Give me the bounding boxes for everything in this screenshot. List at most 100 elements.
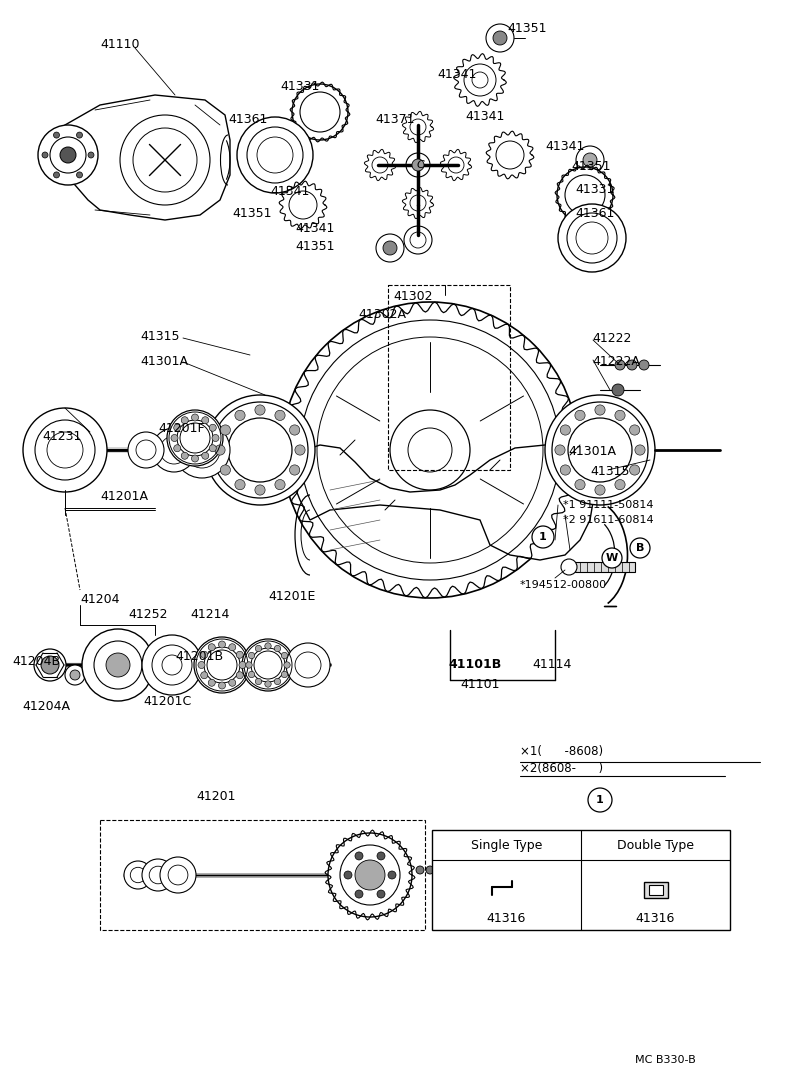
Text: 41101: 41101: [460, 678, 499, 691]
Bar: [575, 561, 635, 572]
Text: 41204B: 41204B: [12, 655, 60, 668]
Text: 41341: 41341: [465, 110, 504, 123]
Circle shape: [275, 480, 285, 490]
Text: 41316: 41316: [487, 911, 526, 924]
Circle shape: [635, 445, 645, 455]
Circle shape: [282, 653, 288, 659]
Circle shape: [265, 643, 271, 649]
Circle shape: [265, 681, 271, 687]
Circle shape: [218, 682, 226, 689]
Circle shape: [630, 425, 640, 435]
Text: 41301A: 41301A: [568, 445, 616, 458]
Circle shape: [218, 641, 226, 648]
Circle shape: [615, 411, 625, 420]
Circle shape: [220, 425, 230, 435]
Text: 41351: 41351: [232, 207, 271, 220]
Circle shape: [274, 679, 281, 684]
Circle shape: [282, 671, 288, 678]
Text: 41331: 41331: [280, 80, 319, 93]
Text: W: W: [606, 553, 618, 563]
Text: 41302: 41302: [393, 290, 433, 303]
Text: 41201F: 41201F: [158, 422, 205, 435]
Circle shape: [595, 405, 605, 415]
Circle shape: [191, 455, 198, 462]
Circle shape: [292, 84, 348, 140]
Circle shape: [639, 359, 649, 370]
Text: ×2(8608-      ): ×2(8608- ): [520, 762, 603, 775]
Circle shape: [377, 891, 385, 898]
Text: Single Type: Single Type: [471, 838, 542, 851]
Text: 41101B: 41101B: [448, 658, 502, 671]
Text: 41351: 41351: [507, 22, 546, 35]
Circle shape: [630, 538, 650, 558]
Text: 41201C: 41201C: [143, 695, 191, 708]
Text: 41341: 41341: [437, 68, 476, 81]
Text: 41222: 41222: [592, 332, 631, 345]
Circle shape: [545, 395, 655, 505]
Circle shape: [557, 167, 613, 223]
Circle shape: [588, 788, 612, 812]
Circle shape: [615, 480, 625, 490]
Circle shape: [576, 146, 604, 174]
Circle shape: [282, 302, 578, 598]
Text: 41201E: 41201E: [268, 590, 315, 603]
Circle shape: [201, 672, 208, 679]
Circle shape: [142, 635, 202, 695]
Circle shape: [255, 405, 265, 415]
Circle shape: [575, 411, 585, 420]
Circle shape: [328, 833, 412, 917]
Circle shape: [54, 172, 59, 178]
Circle shape: [167, 411, 223, 466]
Circle shape: [355, 860, 385, 891]
Circle shape: [246, 661, 252, 668]
Circle shape: [208, 644, 215, 651]
Circle shape: [77, 172, 82, 178]
Circle shape: [82, 629, 154, 700]
Text: ×1(      -8608): ×1( -8608): [520, 745, 603, 758]
Text: MC B330-B: MC B330-B: [635, 1055, 696, 1065]
Text: 41361: 41361: [575, 207, 614, 220]
Circle shape: [124, 861, 152, 889]
Circle shape: [412, 159, 424, 171]
Circle shape: [198, 661, 205, 669]
Text: 41351: 41351: [571, 160, 610, 173]
Circle shape: [70, 670, 80, 680]
Circle shape: [388, 871, 396, 879]
Circle shape: [65, 665, 85, 685]
Text: 41114: 41114: [532, 658, 571, 671]
Text: 41201A: 41201A: [100, 490, 148, 503]
Circle shape: [237, 117, 313, 193]
Text: 41341: 41341: [295, 222, 334, 235]
Circle shape: [295, 445, 305, 455]
Circle shape: [88, 152, 94, 157]
Circle shape: [54, 132, 59, 138]
Circle shape: [171, 434, 178, 442]
Circle shape: [106, 653, 130, 677]
Text: 41351: 41351: [295, 240, 334, 253]
Text: 41361: 41361: [228, 113, 267, 126]
Circle shape: [235, 411, 245, 420]
Circle shape: [128, 432, 164, 468]
Bar: [388, 285, 510, 470]
Circle shape: [191, 414, 198, 421]
Polygon shape: [62, 94, 230, 220]
Text: 1: 1: [539, 532, 547, 542]
Circle shape: [248, 671, 254, 678]
Circle shape: [38, 125, 98, 185]
Text: 41252: 41252: [128, 608, 167, 621]
Bar: [100, 820, 425, 930]
Circle shape: [194, 637, 250, 693]
Circle shape: [215, 445, 225, 455]
Circle shape: [174, 445, 181, 452]
Circle shape: [426, 866, 434, 874]
Circle shape: [274, 645, 281, 652]
Circle shape: [205, 395, 315, 505]
Text: *1 91111-50814: *1 91111-50814: [563, 500, 654, 510]
Circle shape: [493, 31, 507, 45]
Circle shape: [202, 417, 209, 424]
Text: 41302A: 41302A: [358, 308, 406, 321]
Circle shape: [210, 445, 216, 452]
Circle shape: [286, 643, 330, 687]
Circle shape: [615, 359, 625, 370]
Circle shape: [248, 653, 254, 659]
